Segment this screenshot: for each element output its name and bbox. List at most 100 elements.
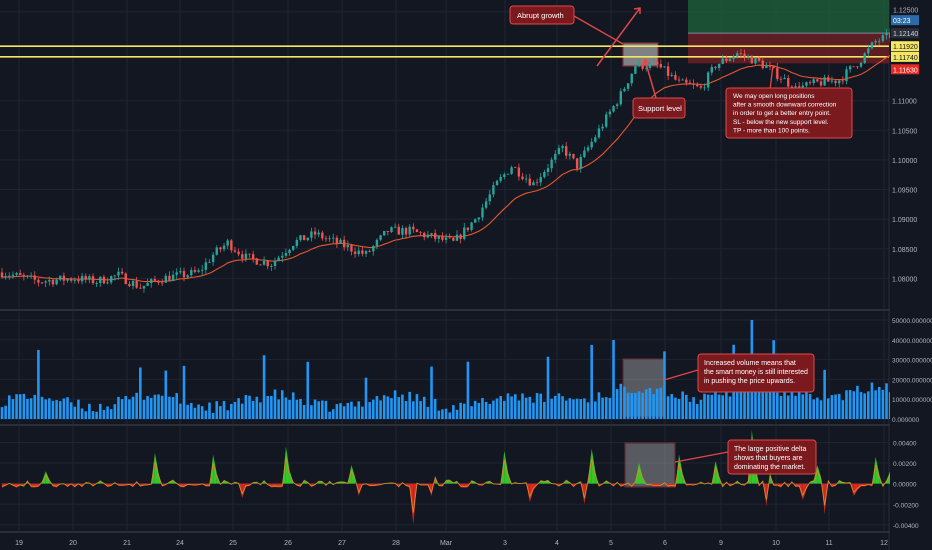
candle[interactable] xyxy=(583,146,586,158)
candle[interactable] xyxy=(663,66,666,68)
candle[interactable] xyxy=(175,268,178,280)
candle[interactable] xyxy=(750,54,754,64)
candle[interactable] xyxy=(521,172,524,181)
candle[interactable] xyxy=(532,180,535,186)
candle[interactable] xyxy=(481,203,484,221)
candle[interactable] xyxy=(539,173,542,187)
candle[interactable] xyxy=(383,230,386,236)
candle[interactable] xyxy=(441,232,444,242)
candle[interactable] xyxy=(677,76,681,83)
candle[interactable] xyxy=(659,59,663,69)
candle[interactable] xyxy=(110,275,113,285)
candle[interactable] xyxy=(834,80,837,87)
candle[interactable] xyxy=(91,273,95,285)
candle[interactable] xyxy=(524,174,528,183)
candle[interactable] xyxy=(241,250,244,263)
candle[interactable] xyxy=(470,221,473,232)
candle[interactable] xyxy=(561,144,564,153)
candle[interactable] xyxy=(514,166,517,169)
candle[interactable] xyxy=(652,58,655,64)
candle[interactable] xyxy=(488,189,491,205)
candle[interactable] xyxy=(106,277,109,285)
candle[interactable] xyxy=(281,251,284,263)
candle[interactable] xyxy=(568,151,572,160)
candle[interactable] xyxy=(317,229,320,238)
candle[interactable] xyxy=(477,217,481,223)
candle[interactable] xyxy=(517,163,521,181)
candle[interactable] xyxy=(805,81,808,88)
candle[interactable] xyxy=(856,66,859,70)
candle[interactable] xyxy=(484,197,488,210)
candle[interactable] xyxy=(572,153,575,160)
candle[interactable] xyxy=(197,268,200,273)
candle[interactable] xyxy=(124,272,127,285)
candle[interactable] xyxy=(22,272,26,281)
candle[interactable] xyxy=(590,138,593,150)
candle[interactable] xyxy=(113,274,117,281)
candle[interactable] xyxy=(139,283,142,290)
candle[interactable] xyxy=(710,64,713,76)
candle[interactable] xyxy=(51,278,55,288)
candle[interactable] xyxy=(816,78,819,83)
candle[interactable] xyxy=(725,55,728,64)
candle[interactable] xyxy=(575,158,579,172)
candle[interactable] xyxy=(361,246,364,257)
candle[interactable] xyxy=(601,123,604,131)
candle[interactable] xyxy=(768,61,772,71)
candle[interactable] xyxy=(277,255,280,262)
candle[interactable] xyxy=(66,278,69,283)
candle[interactable] xyxy=(459,233,462,244)
candle[interactable] xyxy=(503,172,506,180)
candle[interactable] xyxy=(841,76,845,85)
candle[interactable] xyxy=(350,243,353,256)
candle[interactable] xyxy=(84,273,87,283)
candle[interactable] xyxy=(208,258,211,263)
candle[interactable] xyxy=(226,238,229,250)
candle[interactable] xyxy=(776,63,779,82)
candle[interactable] xyxy=(339,238,342,244)
candle[interactable] xyxy=(335,235,339,248)
candle[interactable] xyxy=(251,250,255,263)
candle[interactable] xyxy=(390,226,393,233)
candle[interactable] xyxy=(732,54,735,62)
candle[interactable] xyxy=(474,218,477,223)
candle[interactable] xyxy=(630,73,633,87)
candle[interactable] xyxy=(463,222,466,241)
candle[interactable] xyxy=(754,56,757,65)
candle[interactable] xyxy=(142,285,146,293)
candle[interactable] xyxy=(408,224,411,238)
candle[interactable] xyxy=(433,229,437,242)
candle[interactable] xyxy=(193,266,197,274)
candle[interactable] xyxy=(273,257,277,270)
candle[interactable] xyxy=(466,227,470,233)
candle[interactable] xyxy=(153,275,157,282)
candle[interactable] xyxy=(510,165,513,175)
candle[interactable] xyxy=(765,62,768,69)
candle[interactable] xyxy=(233,246,237,253)
candle[interactable] xyxy=(168,271,171,282)
candle[interactable] xyxy=(102,274,106,285)
candle[interactable] xyxy=(150,278,153,288)
candle[interactable] xyxy=(419,230,422,236)
candle[interactable] xyxy=(95,281,98,287)
candle[interactable] xyxy=(739,49,743,59)
candle[interactable] xyxy=(586,145,590,153)
candle[interactable] xyxy=(404,226,408,238)
candle[interactable] xyxy=(495,179,499,186)
candle[interactable] xyxy=(546,164,550,177)
candle[interactable] xyxy=(448,233,451,239)
candle[interactable] xyxy=(554,150,557,164)
candle[interactable] xyxy=(703,83,706,91)
candle[interactable] xyxy=(728,57,732,62)
candle[interactable] xyxy=(346,240,349,252)
candle[interactable] xyxy=(437,235,440,244)
candle[interactable] xyxy=(55,277,58,286)
candle[interactable] xyxy=(62,272,66,286)
candle[interactable] xyxy=(266,259,269,270)
candle[interactable] xyxy=(819,77,823,88)
candle[interactable] xyxy=(528,173,531,187)
candle[interactable] xyxy=(26,275,29,279)
candle[interactable] xyxy=(386,230,390,236)
candle[interactable] xyxy=(379,234,382,242)
candle[interactable] xyxy=(321,230,324,241)
